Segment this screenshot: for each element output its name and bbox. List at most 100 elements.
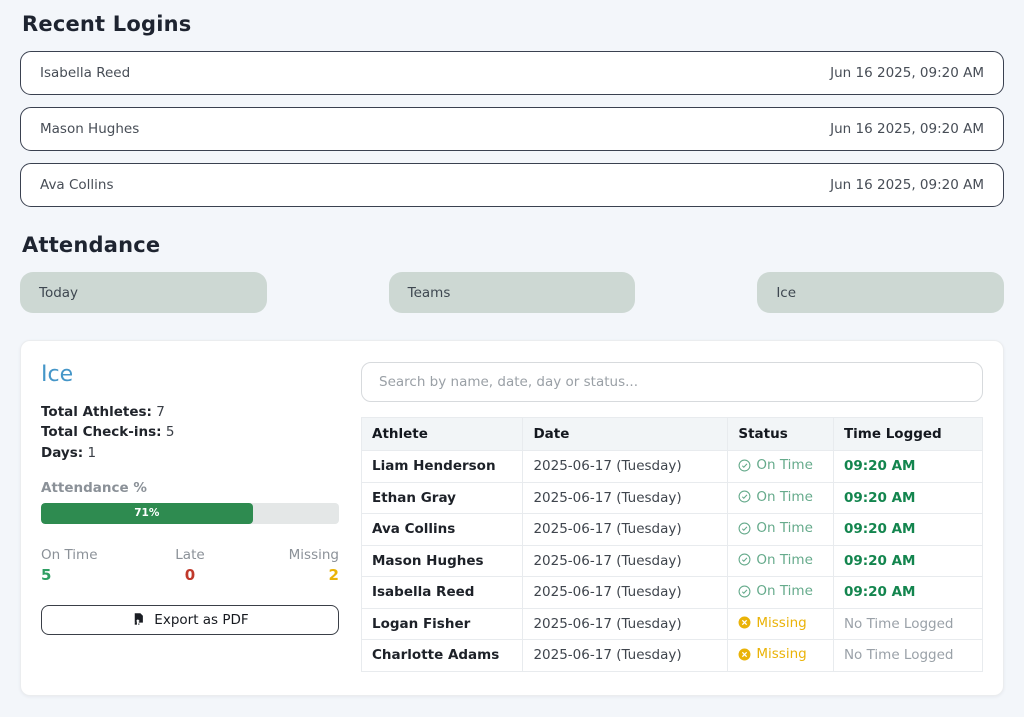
table-row: Ethan Gray 2025-06-17 (Tuesday) On Time … xyxy=(360,481,984,514)
status-label: On Time xyxy=(756,583,813,599)
login-row[interactable]: Isabella Reed Jun 16 2025, 09:20 AM xyxy=(20,51,1004,95)
login-name: Ava Collins xyxy=(40,177,114,193)
status-summary: On Time 5 Late 0 Missing 2 xyxy=(41,547,339,584)
stat-total-athletes-label: Total Athletes: xyxy=(41,404,152,420)
stat-total-checkins: Total Check-ins: 5 xyxy=(41,422,339,442)
cell-time-logged: 09:20 AM xyxy=(832,481,984,514)
check-circle-icon xyxy=(738,553,751,566)
cell-athlete: Liam Henderson xyxy=(360,450,524,483)
login-timestamp: Jun 16 2025, 09:20 AM xyxy=(830,121,984,137)
login-name: Mason Hughes xyxy=(40,121,140,137)
status-label: Missing xyxy=(756,614,807,631)
table-row: Charlotte Adams 2025-06-17 (Tuesday) Mis… xyxy=(360,639,984,672)
filter-today[interactable]: Today xyxy=(20,272,267,313)
login-timestamp: Jun 16 2025, 09:20 AM xyxy=(830,177,984,193)
header-date: Date xyxy=(522,417,729,451)
stat-total-athletes: Total Athletes: 7 xyxy=(41,402,339,422)
x-circle-icon xyxy=(738,616,751,629)
cell-time-logged: 09:20 AM xyxy=(832,513,984,546)
cell-athlete: Mason Hughes xyxy=(360,544,524,577)
login-name: Isabella Reed xyxy=(40,65,131,81)
cell-time-logged: No Time Logged xyxy=(832,639,984,672)
cell-time-logged: No Time Logged xyxy=(832,607,984,640)
cell-time-logged: 09:20 AM xyxy=(832,544,984,577)
export-pdf-icon xyxy=(131,612,146,627)
filter-teams[interactable]: Teams xyxy=(388,272,636,313)
table-row: Liam Henderson 2025-06-17 (Tuesday) On T… xyxy=(360,450,984,483)
status-badge: Missing xyxy=(738,646,807,662)
summary-late-count: 0 xyxy=(184,565,196,584)
stat-days-value: 1 xyxy=(87,444,97,461)
table-row: Mason Hughes 2025-06-17 (Tuesday) On Tim… xyxy=(360,544,984,577)
summary-on-time: On Time 5 xyxy=(41,547,140,584)
cell-date: 2025-06-17 (Tuesday) xyxy=(522,544,729,577)
login-row[interactable]: Mason Hughes Jun 16 2025, 09:20 AM xyxy=(20,107,1004,151)
status-label: On Time xyxy=(756,457,813,473)
attendance-progress-bar: 71% xyxy=(41,502,339,524)
x-circle-icon xyxy=(738,648,751,660)
table-row: Logan Fisher 2025-06-17 (Tuesday) Missin… xyxy=(360,607,984,640)
export-pdf-button[interactable]: Export as PDF xyxy=(41,604,339,635)
cell-athlete: Charlotte Adams xyxy=(360,639,524,672)
cell-date: 2025-06-17 (Tuesday) xyxy=(522,639,729,672)
attendance-filters: Today Teams Ice xyxy=(20,272,1004,313)
filter-ice[interactable]: Ice xyxy=(757,272,1004,313)
cell-athlete: Ava Collins xyxy=(360,513,524,546)
check-circle-icon xyxy=(738,522,751,534)
cell-athlete: Logan Fisher xyxy=(360,607,524,640)
attendance-table: Athlete Date Status Time Logged Liam Hen… xyxy=(360,417,984,672)
stat-total-checkins-value: 5 xyxy=(165,424,175,441)
attendance-table-panel: Athlete Date Status Time Logged Liam Hen… xyxy=(360,362,984,675)
login-row[interactable]: Ava Collins Jun 16 2025, 09:20 AM xyxy=(20,163,1004,207)
status-label: Missing xyxy=(756,646,807,662)
recent-logins-title: Recent Logins xyxy=(22,12,192,36)
summary-on-time-label: On Time xyxy=(41,546,98,563)
status-badge: On Time xyxy=(738,520,813,536)
stat-days-label: Days: xyxy=(41,444,84,461)
status-badge: On Time xyxy=(738,552,813,568)
summary-late-label: Late xyxy=(175,546,205,563)
header-status: Status xyxy=(727,417,834,451)
summary-late: Late 0 xyxy=(140,547,239,584)
cell-date: 2025-06-17 (Tuesday) xyxy=(522,481,729,514)
status-badge: Missing xyxy=(738,614,807,631)
status-badge: On Time xyxy=(738,489,813,505)
cell-date: 2025-06-17 (Tuesday) xyxy=(522,450,729,483)
check-circle-icon xyxy=(738,585,751,597)
table-row: Isabella Reed 2025-06-17 (Tuesday) On Ti… xyxy=(360,576,984,609)
search-input[interactable] xyxy=(361,362,983,402)
summary-missing-count: 2 xyxy=(328,565,339,584)
login-timestamp: Jun 16 2025, 09:20 AM xyxy=(830,65,984,81)
cell-time-logged: 09:20 AM xyxy=(832,576,984,609)
attendance-pct-label: Attendance % xyxy=(41,479,147,496)
table-header-row: Athlete Date Status Time Logged xyxy=(360,417,984,451)
attendance-pct-value: 71% xyxy=(134,507,160,520)
cell-date: 2025-06-17 (Tuesday) xyxy=(522,576,729,609)
status-badge: On Time xyxy=(738,457,813,473)
filter-ice-label: Ice xyxy=(776,284,797,301)
cell-athlete: Isabella Reed xyxy=(360,576,524,609)
stat-total-athletes-value: 7 xyxy=(156,404,165,420)
cell-date: 2025-06-17 (Tuesday) xyxy=(522,513,729,546)
header-athlete: Athlete xyxy=(360,417,524,451)
attendance-progress-fill: 71% xyxy=(41,502,253,524)
team-name: Ice xyxy=(41,362,74,387)
filter-teams-label: Teams xyxy=(407,284,451,301)
cell-athlete: Ethan Gray xyxy=(360,481,524,514)
export-pdf-label: Export as PDF xyxy=(154,611,249,628)
stat-total-checkins-label: Total Check-ins: xyxy=(41,424,162,441)
summary-missing-label: Missing xyxy=(288,546,339,563)
team-summary-panel: Ice Total Athletes: 7 Total Check-ins: 5… xyxy=(41,362,339,675)
attendance-title: Attendance xyxy=(22,233,161,257)
stat-days: Days: 1 xyxy=(41,443,339,463)
summary-missing: Missing 2 xyxy=(240,547,339,584)
cell-time-logged: 09:20 AM xyxy=(832,450,984,483)
attendance-card: Ice Total Athletes: 7 Total Check-ins: 5… xyxy=(20,340,1004,696)
check-circle-icon xyxy=(738,490,751,503)
status-label: On Time xyxy=(756,551,813,568)
table-row: Ava Collins 2025-06-17 (Tuesday) On Time… xyxy=(360,513,984,546)
filter-today-label: Today xyxy=(39,284,79,301)
summary-on-time-count: 5 xyxy=(41,565,52,584)
status-label: On Time xyxy=(756,488,813,505)
